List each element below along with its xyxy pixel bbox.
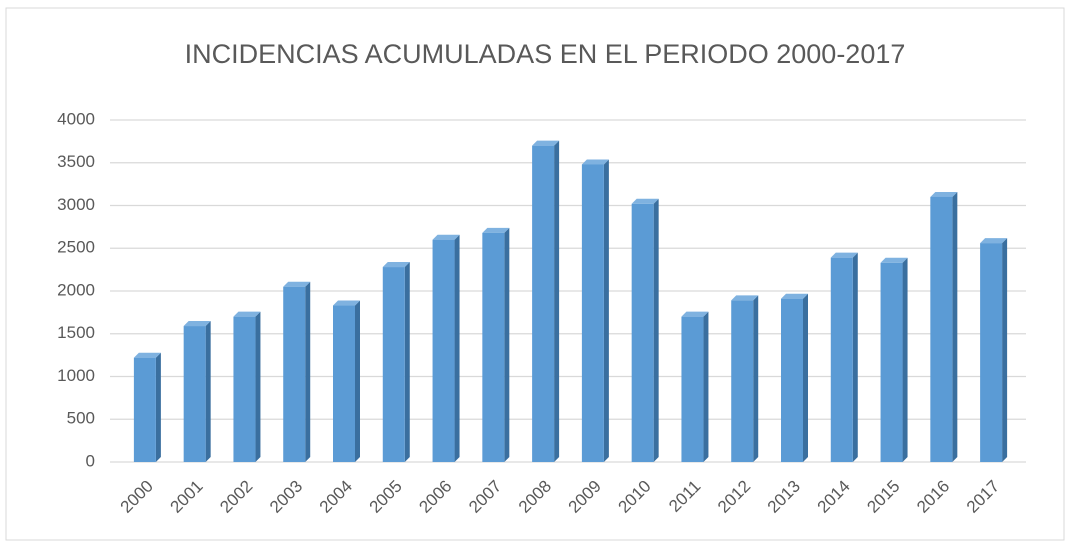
bar-side: [603, 159, 609, 462]
bar: [581, 164, 604, 462]
bar-side: [554, 140, 560, 462]
y-tick-label: 2000: [57, 280, 95, 299]
bar-top: [731, 295, 759, 301]
bar-top: [880, 257, 908, 263]
bar: [681, 316, 704, 462]
bar-top: [930, 191, 958, 197]
bar-top: [432, 234, 460, 240]
bar-side: [852, 252, 858, 462]
bar-side: [902, 257, 908, 462]
bar: [482, 232, 505, 462]
bar-top: [233, 311, 261, 317]
bar: [233, 316, 256, 462]
bar: [930, 196, 953, 462]
bar-top: [283, 281, 311, 287]
bar-top: [581, 159, 609, 165]
bar-top: [482, 227, 510, 233]
bar-side: [753, 295, 759, 462]
y-tick-label: 500: [67, 409, 95, 428]
bar-side: [454, 234, 460, 462]
bar: [880, 262, 903, 462]
bar-top: [781, 293, 808, 299]
bar: [382, 267, 405, 462]
y-tick-label: 4000: [57, 109, 95, 128]
bar-top: [133, 352, 161, 358]
bar: [333, 305, 355, 462]
bar: [731, 300, 754, 462]
bar-top: [631, 198, 659, 204]
bar-side: [803, 293, 808, 462]
bar-top: [382, 262, 410, 268]
bar-side: [205, 321, 211, 462]
y-tick-label: 3000: [57, 195, 95, 214]
bar-side: [703, 311, 709, 462]
bar: [432, 239, 455, 462]
bar: [532, 145, 555, 462]
bar: [631, 203, 654, 463]
bar: [980, 243, 1003, 462]
bar: [283, 286, 306, 462]
y-tick-label: 1500: [57, 323, 95, 342]
bar: [830, 257, 853, 462]
bar-top: [830, 252, 858, 258]
bar-top: [681, 311, 709, 317]
bar-top: [532, 140, 560, 146]
bar-side: [1002, 238, 1008, 462]
bar: [133, 357, 156, 462]
y-tick-label: 0: [86, 451, 95, 470]
bar: [183, 326, 206, 462]
bar-side: [504, 227, 510, 462]
bar-top: [183, 321, 211, 327]
y-tick-label: 2500: [57, 238, 95, 257]
y-tick-label: 1000: [57, 366, 95, 385]
y-tick-label: 3500: [57, 152, 95, 171]
bar-top: [980, 238, 1008, 244]
bar: [781, 298, 803, 462]
bar-side: [653, 198, 659, 463]
chart-title: INCIDENCIAS ACUMULADAS EN EL PERIODO 200…: [185, 39, 906, 69]
bar-side: [952, 191, 958, 462]
bar-side: [155, 352, 161, 462]
bar-top: [333, 300, 360, 306]
bar-side: [305, 281, 311, 462]
bar-side: [355, 300, 360, 462]
bar-side: [404, 262, 410, 462]
bar-side: [255, 311, 261, 462]
